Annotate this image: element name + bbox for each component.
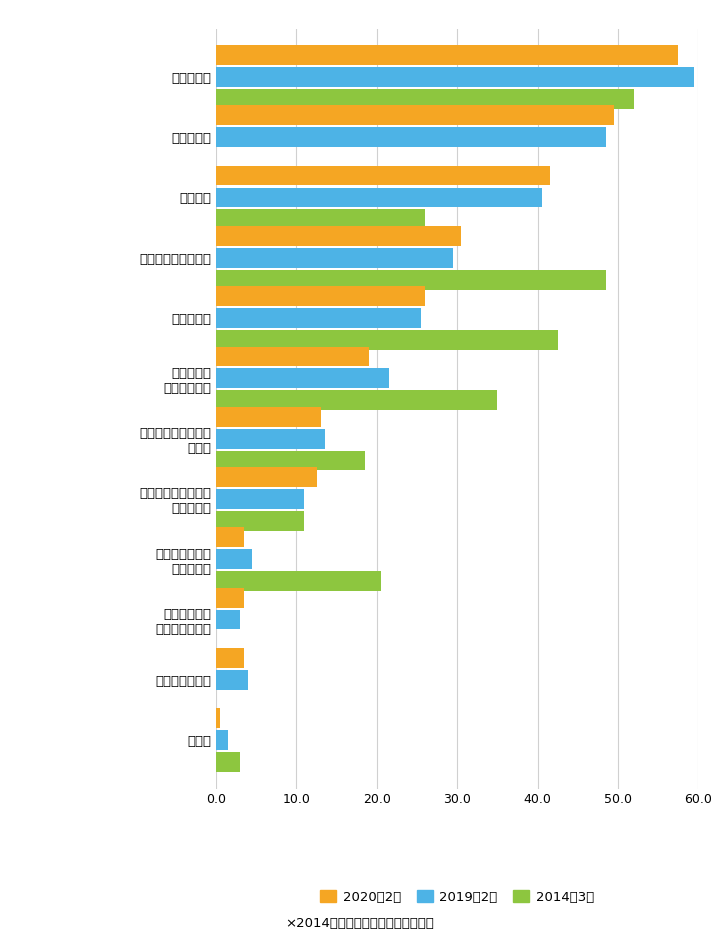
Bar [216,648,244,668]
Bar [216,45,678,65]
Bar [216,428,325,448]
Bar [216,549,252,569]
Bar [216,286,425,306]
Bar [216,489,305,509]
Bar [216,731,228,751]
Bar [216,571,381,591]
Bar [216,187,541,207]
Bar [216,467,317,487]
Text: ×2014年は含まれていない項目あり: ×2014年は含まれていない項目あり [286,917,434,930]
Bar [216,347,369,367]
Bar [216,330,558,350]
Bar [216,66,694,86]
Bar [216,752,240,772]
Bar [216,588,244,608]
Bar [216,308,421,328]
Bar [216,709,220,729]
Bar [216,670,248,690]
Bar [216,511,305,531]
Bar [216,165,549,185]
Bar [216,527,244,547]
Bar [216,390,498,410]
Bar [216,450,365,470]
Bar [216,209,425,229]
Bar [216,270,606,290]
Bar [216,248,453,268]
Bar [216,226,462,246]
Bar [216,88,634,108]
Bar [216,610,240,630]
Bar [216,369,389,389]
Legend: 2020年2月, 2019年2月, 2014年3月: 2020年2月, 2019年2月, 2014年3月 [320,890,594,903]
Bar [216,407,320,427]
Bar [216,127,606,147]
Bar [216,105,614,125]
